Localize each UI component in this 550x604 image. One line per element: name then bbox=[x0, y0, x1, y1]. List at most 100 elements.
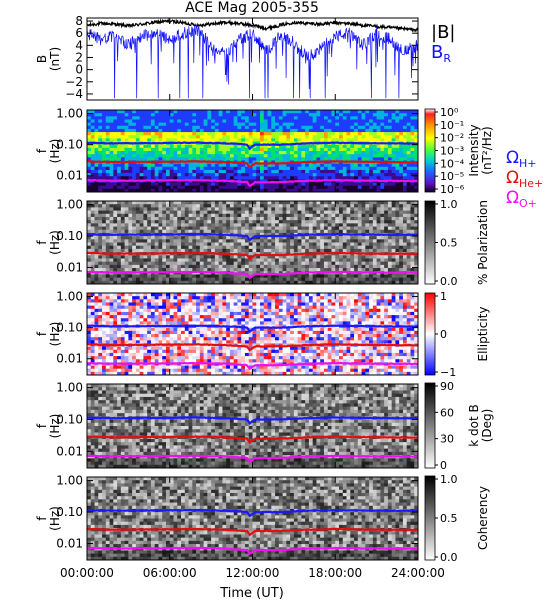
heatmap-cell bbox=[245, 262, 249, 266]
heatmap-cell bbox=[380, 255, 384, 259]
heatmap-cell bbox=[328, 246, 332, 250]
heatmap-cell bbox=[166, 227, 170, 231]
heatmap-cell bbox=[320, 167, 324, 171]
heatmap-cell bbox=[222, 249, 226, 253]
heatmap-cell bbox=[125, 274, 129, 278]
heatmap-cell bbox=[230, 148, 234, 152]
heatmap-cell bbox=[384, 135, 388, 139]
heatmap-cell bbox=[245, 207, 249, 211]
heatmap-cell bbox=[237, 113, 241, 117]
heatmap-cell bbox=[91, 255, 95, 259]
heatmap-cell bbox=[264, 176, 268, 180]
heatmap-cell bbox=[260, 110, 264, 114]
heatmap-cell bbox=[362, 129, 366, 133]
heatmap-cell bbox=[316, 262, 320, 266]
heatmap-cell bbox=[399, 164, 403, 168]
heatmap-cell bbox=[392, 164, 396, 168]
heatmap-cell bbox=[275, 119, 279, 123]
heatmap-cell bbox=[128, 246, 132, 250]
heatmap-cell bbox=[147, 170, 151, 174]
heatmap-cell bbox=[98, 110, 102, 114]
heatmap-cell bbox=[373, 258, 377, 262]
heatmap-cell bbox=[177, 173, 181, 177]
heatmap-cell bbox=[388, 119, 392, 123]
heatmap-cell bbox=[399, 132, 403, 136]
heatmap-cell bbox=[98, 296, 102, 300]
heatmap-cell bbox=[222, 230, 226, 234]
heatmap-cell bbox=[174, 110, 178, 114]
heatmap-cell bbox=[392, 119, 396, 123]
heatmap-cell bbox=[241, 119, 245, 123]
heatmap-cell bbox=[106, 167, 110, 171]
heatmap-cell bbox=[298, 119, 302, 123]
heatmap-cell bbox=[388, 265, 392, 269]
heatmap-cell bbox=[313, 110, 317, 114]
heatmap-cell bbox=[245, 201, 249, 205]
heatmap-cell bbox=[316, 119, 320, 123]
heatmap-cell bbox=[245, 167, 249, 171]
heatmap-cell bbox=[234, 268, 238, 272]
heatmap-cell bbox=[219, 265, 223, 269]
heatmap-cell bbox=[298, 227, 302, 231]
heatmap-cell bbox=[136, 255, 140, 259]
heatmap-cell bbox=[377, 173, 381, 177]
heatmap-cell bbox=[106, 135, 110, 139]
heatmap-cell bbox=[207, 258, 211, 262]
heatmap-cell bbox=[192, 186, 196, 190]
heatmap-cell bbox=[222, 110, 226, 114]
heatmap-cell bbox=[380, 132, 384, 136]
heatmap-cell bbox=[268, 214, 272, 218]
heatmap-cell bbox=[380, 126, 384, 130]
heatmap-cell bbox=[362, 135, 366, 139]
heatmap-cell bbox=[174, 123, 178, 127]
heatmap-cell bbox=[373, 255, 377, 259]
heatmap-cell bbox=[113, 129, 117, 133]
heatmap-cell bbox=[215, 135, 219, 139]
colorbar-unit: (nT²/Hz) bbox=[480, 126, 494, 174]
heatmap-cell bbox=[365, 126, 369, 130]
heatmap-cell bbox=[87, 350, 91, 354]
heatmap-cell bbox=[125, 230, 129, 234]
colorbar-tick-label: 10⁻⁶ bbox=[440, 183, 465, 196]
heatmap-cell bbox=[395, 230, 399, 234]
heatmap-cell bbox=[388, 129, 392, 133]
heatmap-cell bbox=[298, 148, 302, 152]
heatmap-cell bbox=[256, 258, 260, 262]
heatmap-cell bbox=[125, 353, 129, 357]
heatmap-cell bbox=[128, 123, 132, 127]
heatmap-cell bbox=[256, 249, 260, 253]
heatmap-cell bbox=[407, 183, 411, 187]
heatmap-cell bbox=[95, 258, 99, 262]
heatmap-cell bbox=[298, 201, 302, 205]
heatmap-cell bbox=[403, 157, 407, 161]
heatmap-cell bbox=[106, 220, 110, 224]
heatmap-cell bbox=[102, 331, 106, 335]
heatmap-cell bbox=[226, 217, 230, 221]
y-axis-unit: (Hz) bbox=[48, 230, 62, 255]
heatmap-cell bbox=[403, 214, 407, 218]
heatmap-cell bbox=[294, 223, 298, 227]
heatmap-cell bbox=[343, 113, 347, 117]
heatmap-cell bbox=[286, 217, 290, 221]
heatmap-cell bbox=[211, 214, 215, 218]
heatmap-cell bbox=[102, 255, 106, 259]
heatmap-cell bbox=[106, 164, 110, 168]
colorbar-tick-label: 10⁰ bbox=[440, 106, 459, 119]
heatmap-cell bbox=[192, 201, 196, 205]
heatmap-cell bbox=[117, 145, 121, 149]
heatmap-cell bbox=[200, 138, 204, 142]
heatmap-cell bbox=[166, 138, 170, 142]
heatmap-cell bbox=[245, 223, 249, 227]
heatmap-cell bbox=[211, 183, 215, 187]
heatmap-cell bbox=[117, 299, 121, 303]
heatmap-cell bbox=[343, 173, 347, 177]
heatmap-cell bbox=[174, 164, 178, 168]
heatmap-cell bbox=[331, 214, 335, 218]
heatmap-cell bbox=[283, 129, 287, 133]
heatmap-cell bbox=[309, 157, 313, 161]
heatmap-cell bbox=[339, 183, 343, 187]
heatmap-cell bbox=[305, 236, 309, 240]
heatmap-cell bbox=[313, 176, 317, 180]
heatmap-cell bbox=[260, 116, 264, 120]
heatmap-cell bbox=[222, 243, 226, 247]
